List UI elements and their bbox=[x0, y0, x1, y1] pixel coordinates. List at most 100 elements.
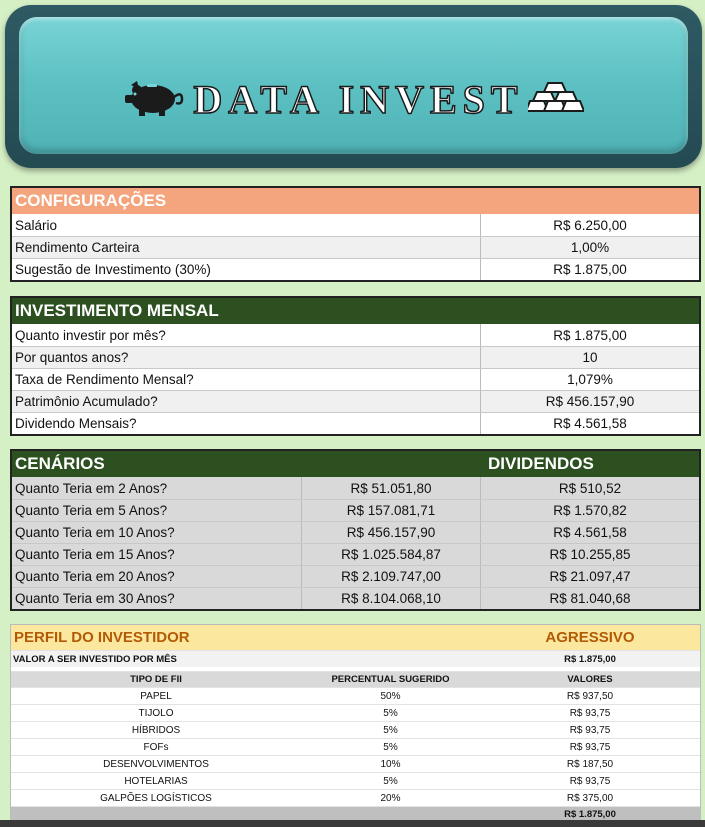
profile-total-row: R$ 1.875,00 bbox=[11, 806, 700, 822]
config-header: CONFIGURAÇÕES bbox=[12, 188, 699, 214]
row-label: Rendimento Carteira bbox=[12, 237, 481, 258]
fii-percent: 5% bbox=[383, 775, 398, 787]
investor-profile-table: PERFIL DO INVESTIDOR AGRESSIVO VALOR A S… bbox=[10, 624, 701, 822]
brand: DATA INVEST bbox=[19, 69, 688, 129]
table-row: Por quantos anos? 10 bbox=[12, 346, 699, 368]
profile-type[interactable]: AGRESSIVO bbox=[545, 629, 635, 646]
fii-value: R$ 93,75 bbox=[569, 775, 611, 787]
row-value: 1,079% bbox=[567, 372, 613, 387]
fii-type: HÍBRIDOS bbox=[131, 724, 181, 736]
row-value: R$ 456.157,90 bbox=[545, 394, 635, 409]
bottom-bar bbox=[0, 820, 705, 827]
dividends-title: DIVIDENDOS bbox=[488, 454, 594, 473]
table-row: Quanto Teria em 10 Anos? R$ 456.157,90 R… bbox=[12, 521, 699, 543]
fii-percent: 5% bbox=[383, 707, 398, 719]
fii-type: FOFs bbox=[143, 741, 169, 753]
scenario-total: R$ 157.081,71 bbox=[302, 500, 481, 521]
list-item: PAPEL 50% R$ 937,50 bbox=[11, 687, 700, 704]
list-item: TIJOLO 5% R$ 93,75 bbox=[11, 704, 700, 721]
fii-type: PAPEL bbox=[140, 690, 172, 702]
config-table: CONFIGURAÇÕES Salário R$ 6.250,00 Rendim… bbox=[10, 186, 701, 282]
scenario-dividend: R$ 510,52 bbox=[558, 480, 622, 496]
scenarios-header: CENÁRIOS DIVIDENDOS bbox=[12, 451, 699, 477]
column-percent: PERCENTUAL SUGERIDO bbox=[331, 674, 450, 685]
fii-type: HOTELARIAS bbox=[124, 775, 188, 787]
fii-value: R$ 93,75 bbox=[569, 741, 611, 753]
fii-percent: 5% bbox=[383, 724, 398, 736]
table-row: Patrimônio Acumulado? R$ 456.157,90 bbox=[12, 390, 699, 412]
list-item: GALPÕES LOGÍSTICOS 20% R$ 375,00 bbox=[11, 789, 700, 806]
banner: DATA INVEST bbox=[5, 5, 702, 168]
profile-title: PERFIL DO INVESTIDOR bbox=[14, 629, 190, 646]
scenario-total: R$ 8.104.068,10 bbox=[302, 588, 481, 609]
fii-percent: 20% bbox=[380, 792, 401, 804]
fii-value: R$ 375,00 bbox=[566, 792, 614, 804]
list-item: FOFs 5% R$ 93,75 bbox=[11, 738, 700, 755]
brand-title: DATA INVEST bbox=[193, 76, 524, 123]
scenario-total: R$ 2.109.747,00 bbox=[302, 566, 481, 587]
list-item: HÍBRIDOS 5% R$ 93,75 bbox=[11, 721, 700, 738]
row-value[interactable]: R$ 6.250,00 bbox=[553, 217, 627, 233]
fii-value: R$ 93,75 bbox=[569, 707, 611, 719]
profile-header: PERFIL DO INVESTIDOR AGRESSIVO bbox=[11, 625, 700, 650]
row-label: Quanto investir por mês? bbox=[12, 324, 481, 346]
fii-percent: 50% bbox=[380, 690, 401, 702]
scenario-label: Quanto Teria em 10 Anos? bbox=[12, 522, 302, 543]
fii-percent: 10% bbox=[380, 758, 401, 770]
scenario-label: Quanto Teria em 30 Anos? bbox=[12, 588, 302, 609]
scenarios-title: CENÁRIOS bbox=[15, 454, 105, 473]
table-row: Quanto Teria em 5 Anos? R$ 157.081,71 R$… bbox=[12, 499, 699, 521]
table-row: Taxa de Rendimento Mensal? 1,079% bbox=[12, 368, 699, 390]
table-row: Salário R$ 6.250,00 bbox=[12, 214, 699, 236]
row-value[interactable]: 1,00% bbox=[570, 240, 610, 255]
fii-value: R$ 93,75 bbox=[569, 724, 611, 736]
scenario-total: R$ 456.157,90 bbox=[302, 522, 481, 543]
fii-type: DESENVOLVIMENTOS bbox=[103, 758, 209, 770]
table-row: Dividendo Mensais? R$ 4.561,58 bbox=[12, 412, 699, 434]
column-values: VALORES bbox=[567, 674, 613, 685]
column-type: TIPO DE FII bbox=[130, 674, 182, 685]
list-item: HOTELARIAS 5% R$ 93,75 bbox=[11, 772, 700, 789]
row-label: Por quantos anos? bbox=[12, 347, 481, 368]
table-row: Quanto Teria em 30 Anos? R$ 8.104.068,10… bbox=[12, 587, 699, 609]
row-label: Patrimônio Acumulado? bbox=[12, 391, 481, 412]
fii-value: R$ 187,50 bbox=[566, 758, 614, 770]
list-item: DESENVOLVIMENTOS 10% R$ 187,50 bbox=[11, 755, 700, 772]
amount-label: VALOR A SER INVESTIDO POR MÊS bbox=[13, 653, 177, 665]
scenario-total: R$ 1.025.584,87 bbox=[302, 544, 481, 565]
row-value: R$ 1.875,00 bbox=[553, 262, 627, 277]
profile-amount-row: VALOR A SER INVESTIDO POR MÊS R$ 1.875,0… bbox=[11, 650, 700, 667]
piggy-bank-icon bbox=[123, 77, 189, 122]
spacer bbox=[11, 667, 700, 671]
scenario-dividend: R$ 4.561,58 bbox=[553, 525, 627, 540]
gold-bars-icon bbox=[524, 79, 586, 120]
scenario-label: Quanto Teria em 2 Anos? bbox=[12, 477, 302, 499]
amount-value: R$ 1.875,00 bbox=[564, 653, 616, 665]
row-value: R$ 4.561,58 bbox=[553, 416, 627, 431]
row-label: Salário bbox=[12, 214, 481, 236]
monthly-investment-table: INVESTIMENTO MENSAL Quanto investir por … bbox=[10, 296, 701, 436]
total-value: R$ 1.875,00 bbox=[564, 809, 616, 820]
fii-type: TIJOLO bbox=[138, 707, 174, 719]
scenario-dividend: R$ 81.040,68 bbox=[549, 591, 631, 606]
table-row: Quanto Teria em 2 Anos? R$ 51.051,80 R$ … bbox=[12, 477, 699, 499]
scenario-dividend: R$ 1.570,82 bbox=[553, 503, 627, 518]
fii-value: R$ 937,50 bbox=[566, 690, 614, 702]
fii-type: GALPÕES LOGÍSTICOS bbox=[100, 792, 212, 804]
banner-inner: DATA INVEST bbox=[19, 17, 688, 154]
scenarios-table: CENÁRIOS DIVIDENDOS Quanto Teria em 2 An… bbox=[10, 449, 701, 611]
table-row: Quanto Teria em 20 Anos? R$ 2.109.747,00… bbox=[12, 565, 699, 587]
scenario-dividend: R$ 21.097,47 bbox=[549, 569, 631, 584]
table-row: Quanto investir por mês? R$ 1.875,00 bbox=[12, 324, 699, 346]
row-label: Taxa de Rendimento Mensal? bbox=[12, 369, 481, 390]
scenario-dividend: R$ 10.255,85 bbox=[549, 547, 631, 562]
fii-percent: 5% bbox=[383, 741, 398, 753]
profile-column-header: TIPO DE FII PERCENTUAL SUGERIDO VALORES bbox=[11, 671, 700, 687]
table-row: Sugestão de Investimento (30%) R$ 1.875,… bbox=[12, 258, 699, 280]
monthly-header: INVESTIMENTO MENSAL bbox=[12, 298, 699, 324]
row-value[interactable]: 10 bbox=[582, 350, 598, 365]
row-value[interactable]: R$ 1.875,00 bbox=[553, 327, 627, 343]
table-row: Quanto Teria em 15 Anos? R$ 1.025.584,87… bbox=[12, 543, 699, 565]
table-row: Rendimento Carteira 1,00% bbox=[12, 236, 699, 258]
scenario-label: Quanto Teria em 15 Anos? bbox=[12, 544, 302, 565]
